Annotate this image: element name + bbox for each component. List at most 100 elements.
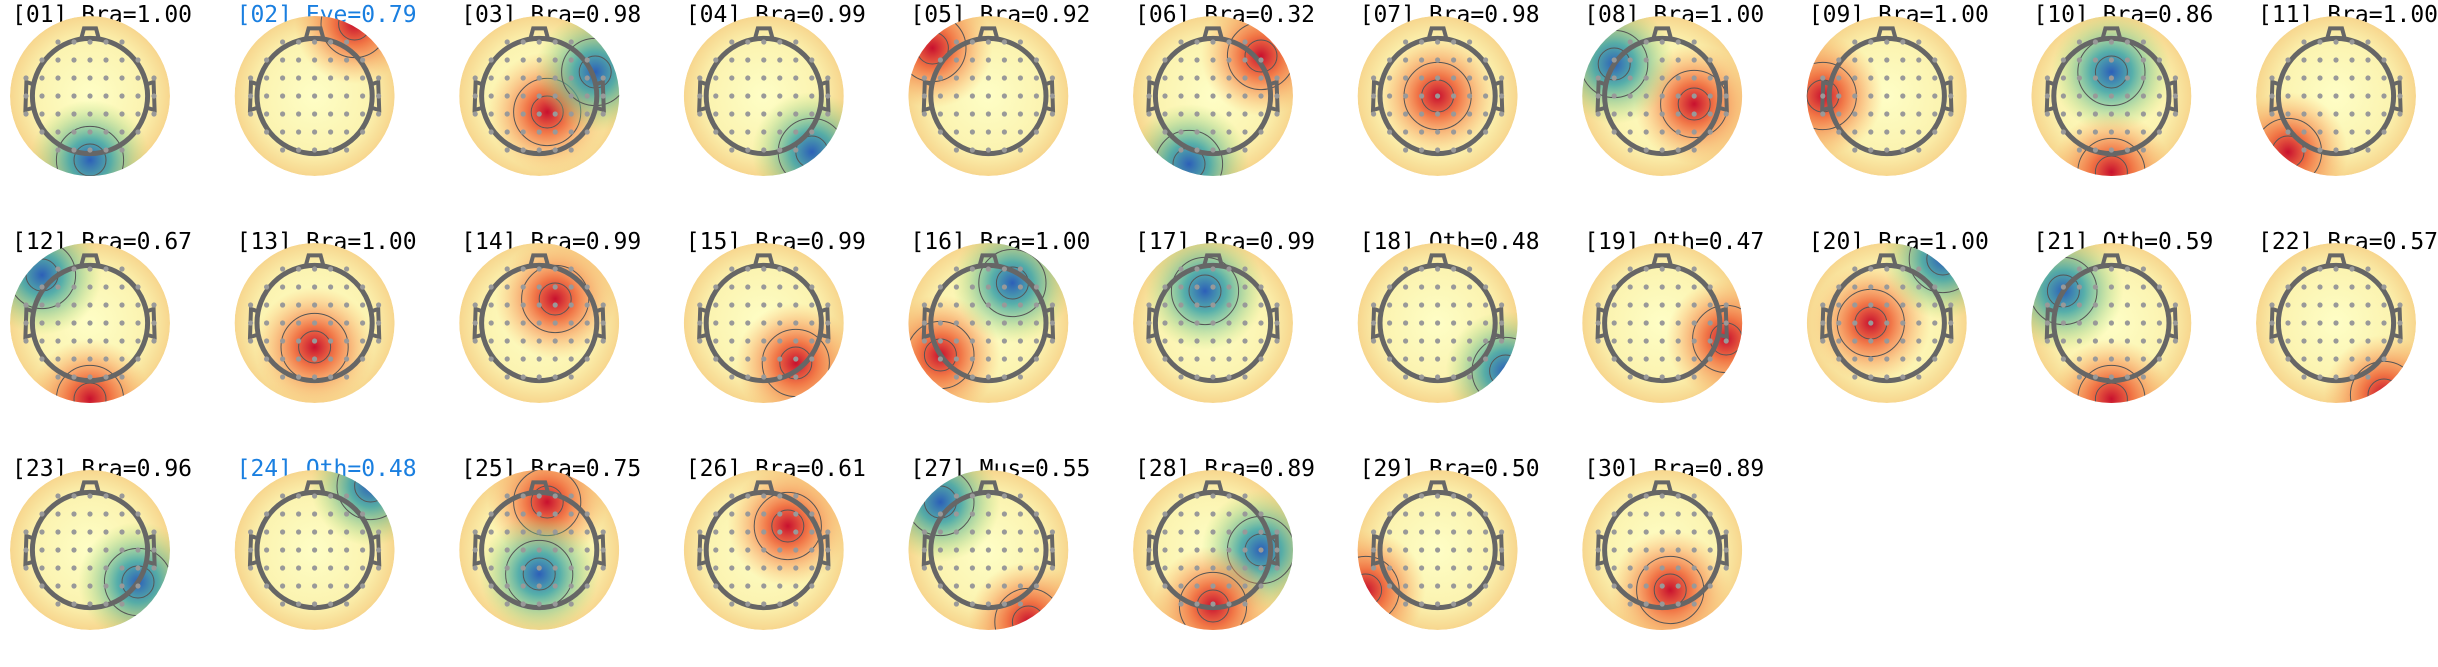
component[interactable]: [02] Eye=0.79 <box>234 0 417 176</box>
electrode <box>87 57 93 63</box>
component[interactable]: [14] Bra=0.99 <box>459 229 641 403</box>
electrode <box>2349 338 2355 344</box>
electrode <box>937 583 944 589</box>
electrode <box>472 93 478 99</box>
component[interactable]: [18] Oth=0.48 <box>1357 229 1566 431</box>
electrode <box>2140 129 2146 135</box>
electrode <box>729 583 735 589</box>
component[interactable]: [17] Bra=0.99 <box>1133 229 1315 403</box>
component[interactable]: [12] Bra=0.67 <box>0 215 192 459</box>
electrode <box>1723 302 1729 308</box>
electrode <box>697 111 703 117</box>
component[interactable]: [10] Bra=0.86 <box>2031 2 2213 232</box>
electrode <box>520 266 526 272</box>
electrode <box>937 111 944 117</box>
component[interactable]: [26] Bra=0.61 <box>683 456 866 630</box>
component[interactable]: [15] Bra=0.99 <box>683 229 866 423</box>
electrode <box>1852 39 1858 45</box>
component[interactable]: [24] Oth=0.48 <box>234 426 431 630</box>
electrode <box>1274 93 1280 99</box>
electrode <box>1001 356 1008 362</box>
electrode <box>761 529 767 535</box>
electrode <box>151 529 157 535</box>
component[interactable]: [27] Mus=0.55 <box>880 442 1090 667</box>
electrode <box>2365 111 2371 117</box>
electrode <box>600 75 606 81</box>
electrode <box>135 111 141 117</box>
electrode <box>2060 320 2066 326</box>
electrode <box>1210 111 1216 117</box>
electrode <box>745 284 751 290</box>
topomap-blob <box>1133 104 1249 176</box>
component[interactable]: [08] Bra=1.00 <box>1554 2 1764 176</box>
electrode <box>1675 129 1681 135</box>
electrode <box>1419 266 1425 272</box>
electrode <box>87 374 93 380</box>
electrode <box>729 147 735 153</box>
component[interactable]: [19] Oth=0.47 <box>1582 229 1786 403</box>
electrode <box>1723 547 1729 553</box>
electrode <box>1691 129 1697 135</box>
electrode <box>39 320 45 326</box>
component[interactable]: [21] Oth=0.59 <box>2003 229 2213 459</box>
electrode <box>1483 356 1489 362</box>
component[interactable]: [04] Bra=0.99 <box>683 2 872 212</box>
electrode <box>87 39 93 45</box>
electrode <box>1226 493 1232 499</box>
electrode <box>953 338 960 344</box>
electrode <box>2092 338 2098 344</box>
electrode <box>953 57 960 63</box>
electrode <box>2285 320 2291 326</box>
electrode <box>2060 75 2066 81</box>
electrode <box>119 147 125 153</box>
component[interactable]: [29] Bra=0.50 <box>1306 456 1540 650</box>
electrode <box>1691 374 1697 380</box>
component[interactable]: [20] Bra=1.00 <box>1806 199 2003 403</box>
electrode <box>809 75 815 81</box>
component[interactable]: [22] Bra=0.57 <box>2256 229 2438 455</box>
component[interactable]: [09] Bra=1.00 <box>1763 2 1989 176</box>
electrode <box>1435 284 1441 290</box>
component[interactable]: [06] Bra=0.32 <box>1129 0 1321 224</box>
electrode <box>937 75 944 81</box>
component[interactable]: [16] Bra=1.00 <box>880 223 1090 415</box>
electrode <box>1210 338 1216 344</box>
electrode <box>2381 302 2387 308</box>
component[interactable]: [11] Bra=1.00 <box>2228 2 2438 212</box>
electrode <box>360 338 366 344</box>
electrode <box>472 338 478 344</box>
electrode <box>1691 356 1697 362</box>
electrode <box>1387 320 1393 326</box>
component[interactable]: [07] Bra=0.98 <box>1357 2 1540 176</box>
electrode <box>312 493 318 499</box>
electrode <box>1675 374 1681 380</box>
component[interactable]: [13] Bra=1.00 <box>234 229 417 407</box>
electrode <box>729 320 735 326</box>
electrode <box>793 374 799 380</box>
electrode <box>87 111 93 117</box>
electrode <box>1178 374 1184 380</box>
electrode <box>2124 147 2130 153</box>
electrode <box>328 57 334 63</box>
electrode <box>1210 511 1216 517</box>
electrode <box>264 129 270 135</box>
component[interactable]: [28] Bra=0.89 <box>1133 456 1321 666</box>
component[interactable]: [01] Bra=1.00 <box>10 2 192 220</box>
electrode <box>2124 129 2130 135</box>
component[interactable]: [05] Bra=0.92 <box>872 0 1090 176</box>
electrode <box>1675 601 1681 607</box>
electrode <box>1146 529 1152 535</box>
electrode <box>985 583 992 589</box>
component[interactable]: [30] Bra=0.89 <box>1582 456 1764 650</box>
component[interactable]: [03] Bra=0.98 <box>459 2 655 176</box>
component[interactable]: [23] Bra=0.96 <box>10 456 198 642</box>
electrode <box>280 284 286 290</box>
electrode <box>360 302 366 308</box>
electrode <box>1451 147 1457 153</box>
electrode <box>344 57 350 63</box>
electrode <box>809 111 815 117</box>
component[interactable]: [25] Bra=0.75 <box>459 442 641 634</box>
electrode <box>953 111 960 117</box>
electrode <box>2301 284 2307 290</box>
electrode <box>1210 601 1216 607</box>
